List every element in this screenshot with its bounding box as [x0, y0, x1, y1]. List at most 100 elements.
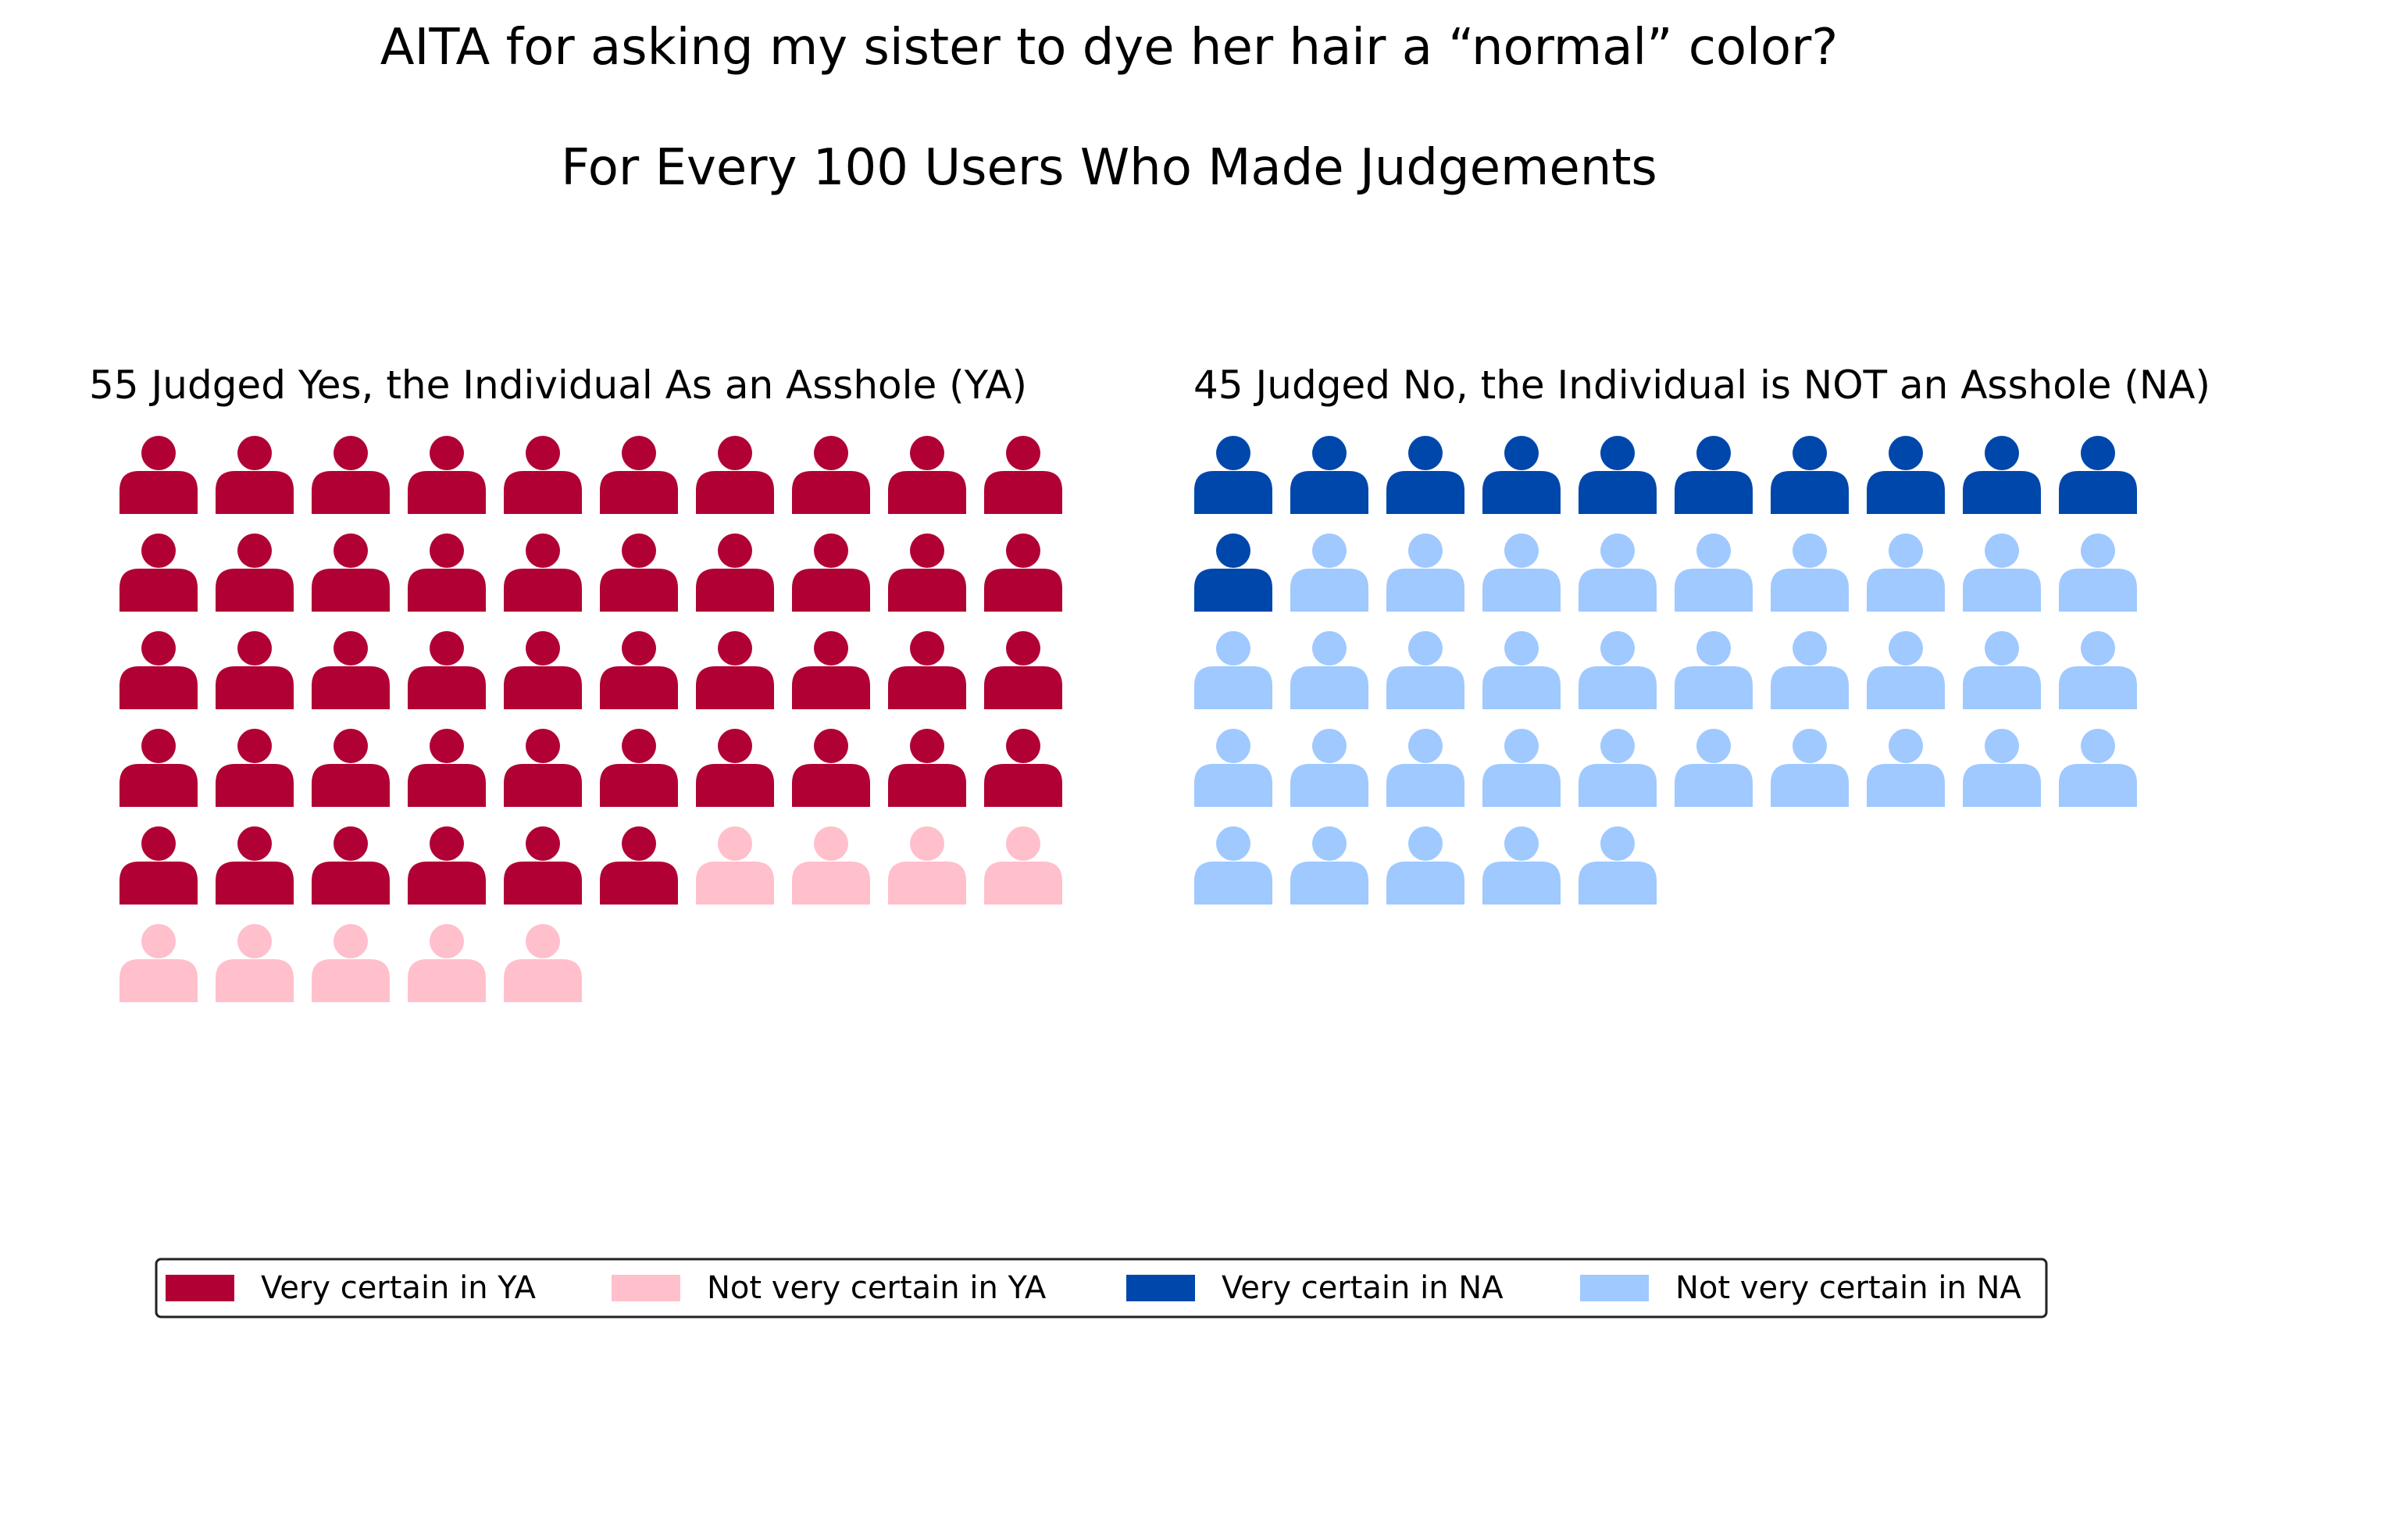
- person-icon-ya-seg0-44: [504, 826, 582, 905]
- person-icon-ya-seg0-36: [696, 729, 774, 807]
- person-icon-ya-seg0-2: [312, 436, 390, 514]
- legend-label-2: Very certain in NA: [1222, 1270, 1504, 1306]
- person-icon-na-seg1-22: [1482, 729, 1561, 807]
- person-icon-na-seg1-6: [1867, 533, 1945, 612]
- person-icon-ya-seg0-13: [408, 533, 486, 612]
- person-icon-ya-seg0-14: [504, 533, 582, 612]
- person-icon-na-seg1-23: [1579, 729, 1657, 807]
- person-icon-na-seg1-29: [1194, 826, 1272, 905]
- legend-label-0: Very certain in YA: [261, 1270, 537, 1306]
- person-icon-ya-seg0-34: [504, 729, 582, 807]
- person-icon-ya-seg0-20: [120, 631, 198, 709]
- person-icon-na-seg1-24: [1675, 729, 1753, 807]
- person-icon-ya-seg0-9: [984, 436, 1062, 514]
- person-icon-ya-seg0-41: [216, 826, 294, 905]
- person-icon-na-seg1-8: [2059, 533, 2137, 612]
- person-icon-ya-seg0-10: [120, 533, 198, 612]
- person-icon-na-seg1-21: [1386, 729, 1464, 807]
- person-icon-na-seg0-1: [1290, 436, 1368, 514]
- legend-swatch-2: [1126, 1275, 1195, 1301]
- person-icon-na-seg0-3: [1482, 436, 1561, 514]
- person-icon-na-seg1-15: [1771, 631, 1849, 709]
- legend-frame: [155, 1258, 2048, 1319]
- person-icon-na-seg0-4: [1579, 436, 1657, 514]
- legend-swatch-0: [166, 1275, 234, 1301]
- person-icon-na-seg1-4: [1675, 533, 1753, 612]
- person-icon-na-seg1-32: [1482, 826, 1561, 905]
- panel-na-icons: [1194, 436, 2137, 905]
- person-icon-na-seg1-25: [1771, 729, 1849, 807]
- chart-subtitle: For Every 100 Users Who Made Judgements: [561, 139, 1657, 197]
- chart-title: AITA for asking my sister to dye her hai…: [380, 19, 1839, 77]
- legend-label-1: Not very certain in YA: [707, 1270, 1047, 1306]
- person-icon-ya-seg0-25: [600, 631, 678, 709]
- person-icon-ya-seg0-28: [888, 631, 966, 709]
- person-icon-ya-seg0-24: [504, 631, 582, 709]
- person-icon-na-seg1-0: [1290, 533, 1368, 612]
- person-icon-ya-seg0-15: [600, 533, 678, 612]
- person-icon-na-seg1-3: [1579, 533, 1657, 612]
- person-icon-na-seg0-9: [2059, 436, 2137, 514]
- person-icon-na-seg1-14: [1675, 631, 1753, 709]
- person-icon-na-seg1-7: [1963, 533, 2041, 612]
- person-icon-ya-seg1-8: [504, 924, 582, 1002]
- person-icon-ya-seg0-37: [792, 729, 870, 807]
- person-icon-na-seg1-12: [1482, 631, 1561, 709]
- person-icon-ya-seg0-5: [600, 436, 678, 514]
- person-icon-na-seg1-13: [1579, 631, 1657, 709]
- person-icon-na-seg1-1: [1386, 533, 1464, 612]
- person-icon-ya-seg0-23: [408, 631, 486, 709]
- person-icon-ya-seg0-7: [792, 436, 870, 514]
- person-icon-ya-seg0-4: [504, 436, 582, 514]
- person-icon-na-seg0-8: [1963, 436, 2041, 514]
- person-icon-na-seg1-16: [1867, 631, 1945, 709]
- person-icon-ya-seg1-3: [984, 826, 1062, 905]
- person-icon-ya-seg0-12: [312, 533, 390, 612]
- person-icon-ya-seg0-26: [696, 631, 774, 709]
- person-icon-ya-seg0-19: [984, 533, 1062, 612]
- person-icon-na-seg0-6: [1771, 436, 1849, 514]
- legend-swatch-3: [1580, 1275, 1649, 1301]
- person-icon-ya-seg0-35: [600, 729, 678, 807]
- person-icon-na-seg0-0: [1194, 436, 1272, 514]
- person-icon-ya-seg0-11: [216, 533, 294, 612]
- person-icon-na-seg0-10: [1194, 533, 1272, 612]
- panel-title-ya: 55 Judged Yes, the Individual As an Assh…: [89, 362, 1027, 408]
- panel-ya-icons: [120, 436, 1062, 1002]
- person-icon-na-seg1-9: [1194, 631, 1272, 709]
- person-icon-ya-seg0-17: [792, 533, 870, 612]
- legend-swatch-1: [612, 1275, 680, 1301]
- person-icon-ya-seg0-45: [600, 826, 678, 905]
- person-icon-ya-seg0-21: [216, 631, 294, 709]
- panel-title-na: 45 Judged No, the Individual is NOT an A…: [1193, 362, 2210, 408]
- person-icon-na-seg1-31: [1386, 826, 1464, 905]
- legend: Very certain in YA Not very certain in YA…: [155, 1258, 2048, 1319]
- person-icon-na-seg1-10: [1290, 631, 1368, 709]
- person-icon-na-seg0-7: [1867, 436, 1945, 514]
- person-icon-ya-seg1-2: [888, 826, 966, 905]
- person-icon-na-seg1-18: [2059, 631, 2137, 709]
- person-icon-ya-seg0-6: [696, 436, 774, 514]
- person-icon-ya-seg0-18: [888, 533, 966, 612]
- person-icon-ya-seg0-3: [408, 436, 486, 514]
- person-icon-na-seg1-2: [1482, 533, 1561, 612]
- person-icon-ya-seg0-39: [984, 729, 1062, 807]
- person-icon-na-seg0-5: [1675, 436, 1753, 514]
- person-icon-ya-seg1-5: [216, 924, 294, 1002]
- person-icon-na-seg1-20: [1290, 729, 1368, 807]
- person-icon-ya-seg0-8: [888, 436, 966, 514]
- person-icon-na-seg1-33: [1579, 826, 1657, 905]
- person-icon-ya-seg0-16: [696, 533, 774, 612]
- person-icon-ya-seg0-29: [984, 631, 1062, 709]
- person-icon-na-seg1-30: [1290, 826, 1368, 905]
- person-icon-na-seg1-11: [1386, 631, 1464, 709]
- person-icon-ya-seg0-27: [792, 631, 870, 709]
- person-icon-ya-seg1-4: [120, 924, 198, 1002]
- person-icon-ya-seg0-0: [120, 436, 198, 514]
- person-icon-na-seg1-5: [1771, 533, 1849, 612]
- person-icon-ya-seg0-22: [312, 631, 390, 709]
- person-icon-na-seg1-28: [2059, 729, 2137, 807]
- person-icon-na-seg1-17: [1963, 631, 2041, 709]
- person-icon-na-seg1-19: [1194, 729, 1272, 807]
